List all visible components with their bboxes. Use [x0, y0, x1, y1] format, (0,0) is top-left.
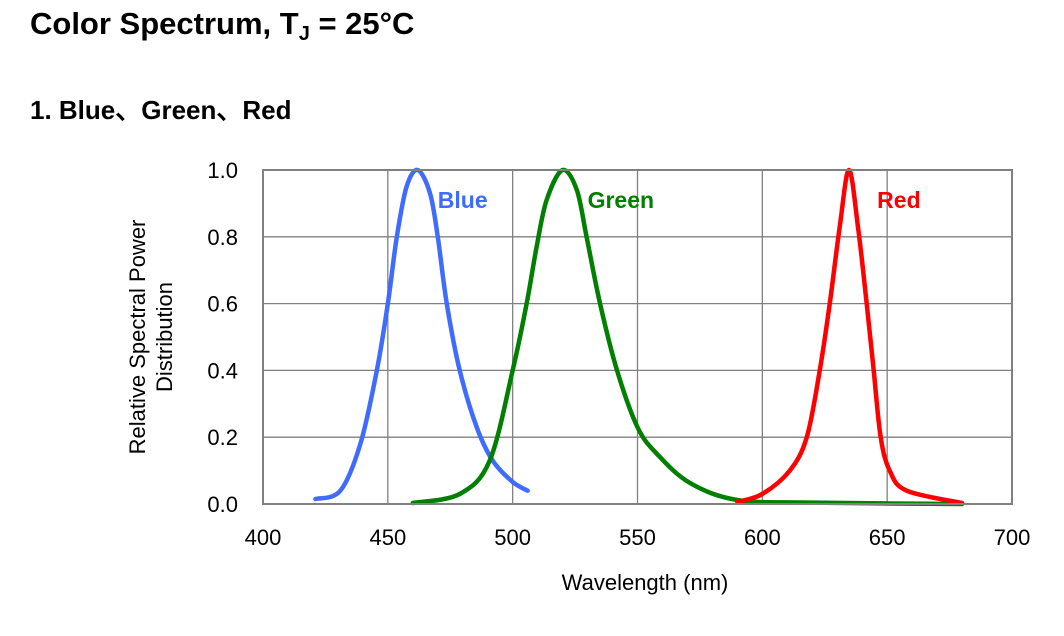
y-tick-label: 0.4: [207, 358, 238, 383]
x-tick-label: 650: [869, 525, 906, 550]
x-tick-label: 450: [369, 525, 406, 550]
y-tick-label: 0.6: [207, 292, 238, 317]
y-tick-label: 0.8: [207, 225, 238, 250]
plot-frame: [262, 169, 1013, 505]
title-subscript: J: [298, 23, 310, 45]
grid: [262, 169, 1013, 505]
x-tick-label: 700: [994, 525, 1031, 550]
blue-spectrum-line: [313, 167, 530, 502]
x-tick-label: 400: [245, 525, 282, 550]
section-heading: 1. Blue、Green、Red: [30, 95, 292, 125]
x-tick-label: 600: [744, 525, 781, 550]
x-tick-label: 500: [494, 525, 531, 550]
x-axis-label: Wavelength (nm): [562, 570, 729, 595]
x-tick-label: 550: [619, 525, 656, 550]
red-series-label: Red: [877, 187, 920, 213]
title-text: Color Spectrum, T: [30, 6, 299, 41]
curves: Blue Green Red: [313, 167, 965, 507]
y-axis-label-line1: Relative Spectral Power: [125, 220, 150, 455]
y-tick-label: 0.0: [207, 492, 238, 517]
page-title: Color Spectrum, TJ = 25°C: [30, 6, 414, 46]
y-tick-label: 1.0: [207, 158, 238, 183]
tick-labels: 400 450 500 550 600 650 700 0.0 0.2 0.4 0.6 0.8 1.0: [207, 158, 1030, 550]
red-spectrum-line: [735, 167, 965, 506]
green-spectrum-line: [410, 167, 965, 507]
green-series-label: Green: [588, 187, 654, 213]
y-axis-label-line2: Distribution: [152, 282, 177, 392]
title-tail: = 25°C: [309, 6, 415, 41]
blue-series-label: Blue: [438, 187, 488, 213]
y-tick-label: 0.2: [207, 425, 238, 450]
